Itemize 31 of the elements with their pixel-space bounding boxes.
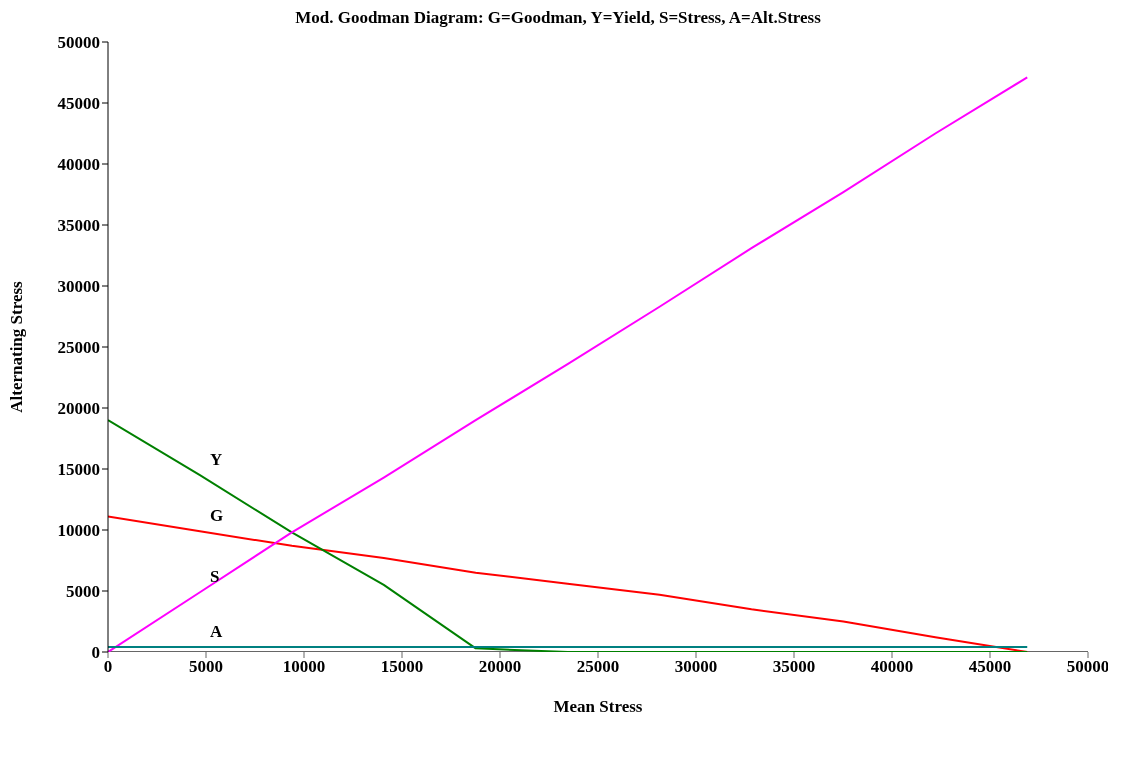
y-tick-label: 5000 <box>66 582 100 602</box>
x-tick-label: 25000 <box>576 657 620 677</box>
y-tick-label: 15000 <box>57 460 100 480</box>
y-tick-label: 10000 <box>57 521 100 541</box>
y-tick-label: 35000 <box>57 216 100 236</box>
line-series <box>108 419 1029 652</box>
x-tick-label: 15000 <box>380 657 424 677</box>
series-label: G <box>209 506 224 526</box>
x-tick-label: 35000 <box>772 657 816 677</box>
x-tick-label: 10000 <box>282 657 326 677</box>
series-label: A <box>209 622 223 642</box>
x-tick-label: 0 <box>103 657 113 677</box>
x-tick-label: 50000 <box>1066 657 1110 677</box>
chart-title: Mod. Goodman Diagram: G=Goodman, Y=Yield, S=Stress, A=Alt.Stress <box>294 8 822 29</box>
y-tick-label: 25000 <box>57 338 100 358</box>
series-label: Y <box>209 450 223 470</box>
y-tick-label: 40000 <box>57 155 100 175</box>
line-series <box>108 76 1029 652</box>
y-tick-label: 20000 <box>57 399 100 419</box>
y-axis-title: Alternating Stress <box>7 280 27 413</box>
y-tick-label: 0 <box>91 643 100 663</box>
x-tick-label: 45000 <box>968 657 1012 677</box>
y-tick-label: 30000 <box>57 277 100 297</box>
y-tick-label: 45000 <box>57 94 100 114</box>
x-tick-label: 30000 <box>674 657 718 677</box>
x-tick-label: 5000 <box>189 657 223 677</box>
series-label: S <box>209 567 220 587</box>
x-tick-label: 40000 <box>870 657 914 677</box>
x-tick-label: 20000 <box>478 657 522 677</box>
y-tick-label: 50000 <box>57 33 100 53</box>
x-axis-title: Mean Stress <box>553 697 643 716</box>
